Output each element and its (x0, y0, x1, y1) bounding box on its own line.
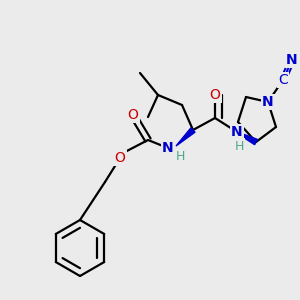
Text: O: O (115, 151, 125, 165)
Text: N: N (262, 95, 274, 109)
Text: H: H (234, 140, 244, 152)
Polygon shape (232, 130, 257, 145)
Text: H: H (175, 149, 185, 163)
Text: N: N (231, 125, 243, 139)
Text: O: O (210, 88, 220, 102)
Text: N: N (286, 53, 298, 67)
Text: C: C (278, 73, 288, 87)
Polygon shape (176, 128, 195, 146)
Text: N: N (162, 141, 174, 155)
Text: O: O (128, 108, 138, 122)
